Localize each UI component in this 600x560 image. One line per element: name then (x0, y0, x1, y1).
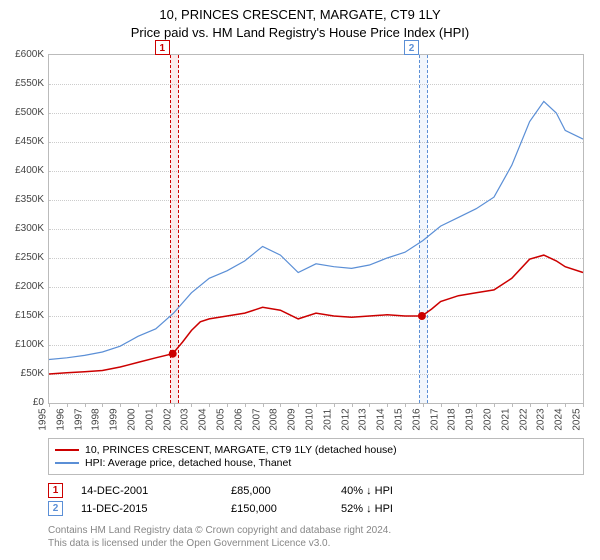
legend-label-1: 10, PRINCES CRESCENT, MARGATE, CT9 1LY (… (85, 444, 397, 456)
y-axis-label: £50K (0, 368, 44, 379)
x-axis-label: 2008 (269, 405, 280, 435)
event-row: 2 11-DEC-2015£150,00052% ↓ HPI (48, 501, 584, 516)
x-axis-label: 2019 (465, 405, 476, 435)
chart-title: 10, PRINCES CRESCENT, MARGATE, CT9 1LY P… (0, 0, 600, 41)
event-date: 14-DEC-2001 (81, 485, 231, 497)
title-line2: Price paid vs. HM Land Registry's House … (0, 24, 600, 42)
footer-line1: Contains HM Land Registry data © Crown c… (48, 524, 584, 537)
x-axis-label: 2015 (394, 405, 405, 435)
series-legend: 10, PRINCES CRESCENT, MARGATE, CT9 1LY (… (48, 438, 584, 475)
x-axis-label: 2011 (322, 405, 333, 435)
y-axis-label: £450K (0, 136, 44, 147)
x-axis-label: 2010 (305, 405, 316, 435)
x-axis-label: 2025 (572, 405, 583, 435)
footer-line2: This data is licensed under the Open Gov… (48, 537, 584, 550)
legend-row-1: 10, PRINCES CRESCENT, MARGATE, CT9 1LY (… (55, 444, 577, 456)
series-line (49, 101, 583, 359)
x-axis-label: 2006 (233, 405, 244, 435)
x-axis-label: 2024 (554, 405, 565, 435)
x-axis-label: 2014 (376, 405, 387, 435)
y-axis-label: £200K (0, 281, 44, 292)
x-axis-label: 1999 (109, 405, 120, 435)
x-axis-label: 2017 (429, 405, 440, 435)
chart-container: 10, PRINCES CRESCENT, MARGATE, CT9 1LY P… (0, 0, 600, 560)
sale-point (418, 312, 426, 320)
y-axis-label: £500K (0, 107, 44, 118)
x-axis-label: 2004 (198, 405, 209, 435)
event-price: £85,000 (231, 485, 341, 497)
y-axis-label: £300K (0, 223, 44, 234)
title-line1: 10, PRINCES CRESCENT, MARGATE, CT9 1LY (0, 6, 600, 24)
plot-area (48, 54, 584, 404)
legend-row-2: HPI: Average price, detached house, Than… (55, 457, 577, 469)
y-axis-label: £150K (0, 310, 44, 321)
sale-point (169, 350, 177, 358)
event-price: £150,000 (231, 503, 341, 515)
event-marker: 1 (48, 483, 63, 498)
footer: Contains HM Land Registry data © Crown c… (48, 524, 584, 550)
x-axis-label: 1995 (38, 405, 49, 435)
x-axis-label: 2018 (447, 405, 458, 435)
x-axis-label: 2022 (518, 405, 529, 435)
x-axis-label: 2003 (180, 405, 191, 435)
event-hpi: 52% ↓ HPI (341, 503, 393, 515)
y-axis-label: £600K (0, 49, 44, 60)
x-axis-label: 2013 (358, 405, 369, 435)
y-axis-label: £350K (0, 194, 44, 205)
event-row: 1 14-DEC-2001£85,00040% ↓ HPI (48, 483, 584, 498)
legend-label-2: HPI: Average price, detached house, Than… (85, 457, 291, 469)
x-axis-label: 2020 (483, 405, 494, 435)
x-axis-label: 2021 (500, 405, 511, 435)
x-axis-label: 1998 (91, 405, 102, 435)
x-axis-label: 2023 (536, 405, 547, 435)
event-marker: 2 (48, 501, 63, 516)
y-axis-label: £400K (0, 165, 44, 176)
event-hpi: 40% ↓ HPI (341, 485, 393, 497)
x-axis-label: 2012 (340, 405, 351, 435)
x-axis-label: 1996 (55, 405, 66, 435)
x-axis-label: 2007 (251, 405, 262, 435)
plot-svg (49, 55, 583, 403)
x-axis-label: 1997 (73, 405, 84, 435)
x-axis-label: 2016 (411, 405, 422, 435)
legend-swatch-2 (55, 462, 79, 464)
event-date: 11-DEC-2015 (81, 503, 231, 515)
x-axis-label: 2009 (287, 405, 298, 435)
events-table: 1 14-DEC-2001£85,00040% ↓ HPI 2 11-DEC-2015… (48, 480, 584, 519)
x-axis-label: 2005 (216, 405, 227, 435)
x-axis-label: 2001 (144, 405, 155, 435)
x-axis-label: 2000 (127, 405, 138, 435)
legend-swatch-1 (55, 449, 79, 451)
y-axis-label: £250K (0, 252, 44, 263)
x-axis-label: 2002 (162, 405, 173, 435)
y-axis-label: £550K (0, 78, 44, 89)
sale-marker-1: 1 (155, 40, 170, 55)
y-axis-label: £100K (0, 339, 44, 350)
sale-marker-2: 2 (404, 40, 419, 55)
series-line (49, 255, 583, 374)
